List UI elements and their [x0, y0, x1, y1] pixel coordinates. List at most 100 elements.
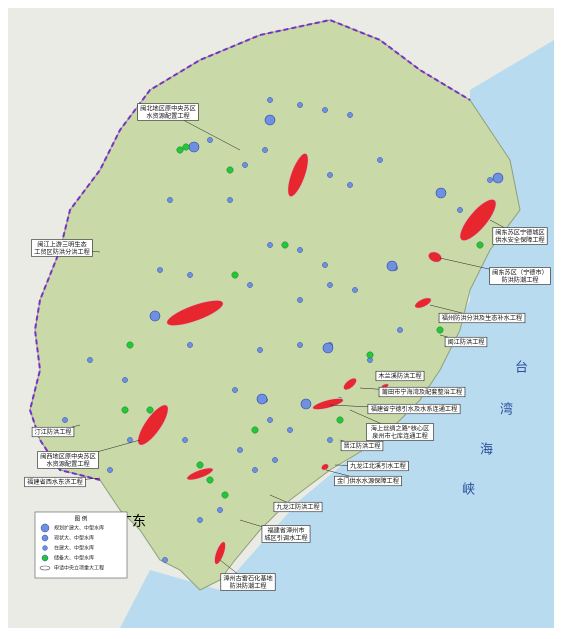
sea	[120, 40, 554, 628]
reservoir	[267, 242, 273, 248]
callout-box	[375, 370, 425, 382]
callout-text: 福建省宁德引水及水系连通工程	[371, 405, 458, 413]
reservoir	[297, 297, 303, 303]
callout-box	[31, 426, 75, 438]
callout-text: 木兰溪防洪工程	[378, 372, 421, 380]
callout-text: 莆田市宁海湾及配套整治工程	[382, 388, 462, 396]
major-project	[214, 541, 226, 565]
major-project	[459, 198, 497, 242]
reservoir	[297, 247, 303, 253]
reservoir	[126, 341, 134, 349]
reservoir	[227, 197, 233, 203]
callout-text: 福建省漳州市	[267, 526, 304, 534]
reservoir	[256, 393, 268, 405]
callout-box	[261, 525, 311, 543]
major-project	[342, 377, 358, 391]
major-project	[320, 463, 330, 471]
labels: 闽北地区原中央苏区水资源配置工程闽江上游三明生态工贸区防洪分洪工程闽东苏区宁德城…	[24, 103, 551, 591]
callout-text: 金门供水水源保障工程	[337, 477, 399, 485]
legend-symbol	[40, 523, 50, 533]
reservoir	[182, 143, 190, 151]
reservoir	[377, 157, 383, 163]
major-project	[186, 467, 214, 481]
legend-box	[34, 511, 128, 579]
reservoir	[87, 357, 93, 363]
callout-box	[340, 440, 384, 452]
callout-text: 闽江防洪工程	[447, 338, 484, 346]
callout-box	[334, 475, 402, 487]
reservoir	[352, 287, 358, 293]
reservoir	[281, 241, 289, 249]
reservoir	[187, 342, 193, 348]
sea-label: 海	[480, 443, 493, 458]
callout-box	[24, 476, 86, 488]
reservoir	[322, 107, 328, 113]
sea-label: 峡	[462, 483, 475, 498]
callout-text: 城区引调水工程	[264, 534, 307, 542]
legend-label: 在建大、中型水库	[54, 545, 94, 552]
reservoir	[264, 114, 276, 126]
callout-box	[366, 423, 434, 441]
reservoir	[347, 112, 353, 118]
reservoir	[146, 406, 154, 414]
callout-box	[492, 227, 548, 245]
reservoir	[327, 282, 333, 288]
reservoir	[386, 260, 398, 272]
reservoir	[187, 272, 193, 278]
reservoir	[257, 347, 263, 353]
reservoir	[297, 102, 303, 108]
callout-text: 供水安全保障工程	[495, 236, 545, 244]
reservoir	[322, 342, 334, 354]
callout-box	[378, 386, 466, 398]
callout-text: 闽东苏区（宁德市）	[492, 268, 548, 276]
legend-title: 图 例	[75, 515, 88, 523]
callout-box	[273, 501, 323, 513]
legend-symbol	[41, 534, 49, 542]
reservoir	[397, 327, 403, 333]
callout-text: 闽北地区原中央苏区	[140, 104, 196, 112]
major-project	[137, 404, 169, 446]
reservoir	[435, 187, 447, 199]
callout-text: 九龙江防洪工程	[276, 503, 319, 511]
callout-box	[137, 103, 199, 121]
callout-box	[220, 573, 276, 591]
callout-text: 闽东苏区宁德城区	[495, 228, 545, 236]
reservoir	[196, 461, 204, 469]
legend-symbol	[42, 545, 48, 551]
reservoir	[287, 427, 293, 433]
reservoir	[492, 172, 504, 184]
reservoir	[206, 476, 214, 484]
reservoir	[232, 387, 238, 393]
reservoir	[297, 342, 303, 348]
reservoir	[262, 147, 268, 153]
reservoir	[272, 457, 278, 463]
reservoir	[366, 351, 374, 359]
legend: 图 例 规划扩建大、中型水库现状大、中型水库在建大、中型水库储备大、中型水库申请…	[34, 511, 128, 579]
reservoir	[149, 310, 161, 322]
reservoir	[242, 162, 248, 168]
sea-label: 湾	[500, 402, 513, 418]
sea-label: 台	[515, 361, 528, 376]
reservoir	[207, 137, 213, 143]
callout-box	[489, 267, 551, 285]
reservoir	[62, 417, 68, 423]
callout-box	[347, 460, 409, 472]
major-project	[287, 152, 309, 198]
legend-label: 规划扩建大、中型水库	[54, 525, 104, 532]
reservoir	[476, 241, 484, 249]
major-project	[166, 299, 224, 327]
major-project	[427, 251, 443, 263]
reservoir	[267, 97, 273, 103]
reservoir	[176, 146, 184, 154]
callout-box	[444, 336, 488, 348]
reservoir	[226, 166, 234, 174]
legend-symbol	[41, 554, 49, 562]
reservoir	[300, 398, 312, 410]
legend-label: 申请中央立项重大工程	[54, 565, 104, 572]
callout-text: 汀江防洪工程	[34, 428, 71, 436]
callout-text: 泉州市七库连通工程	[372, 432, 428, 440]
reservoir	[197, 517, 203, 523]
reservoir	[436, 326, 444, 334]
callout-text: 海上丝绸之路"核心区	[371, 424, 430, 432]
